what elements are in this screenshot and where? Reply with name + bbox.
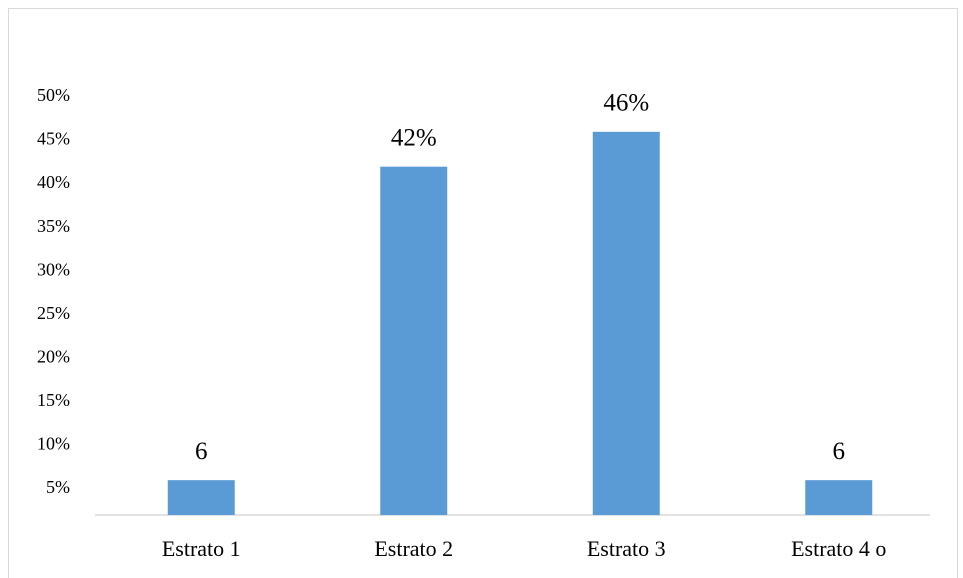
x-tick-label: Estrato 2 <box>374 536 453 561</box>
data-label: 6 <box>195 438 208 465</box>
y-tick-label: 45% <box>37 129 70 149</box>
y-tick-label: 30% <box>37 259 70 279</box>
y-tick-label: 50% <box>37 85 70 105</box>
x-tick-label: Estrato 4 o <box>791 536 886 561</box>
bar <box>592 131 660 516</box>
y-tick-label: 10% <box>37 433 70 453</box>
y-tick-label: 35% <box>37 216 70 236</box>
y-tick-label: 40% <box>37 172 70 192</box>
bar <box>380 166 448 515</box>
bar <box>167 480 235 515</box>
data-label: 42% <box>391 124 437 151</box>
y-tick-label: 5% <box>46 477 70 497</box>
x-tick-label: Estrato 1 <box>162 536 241 561</box>
y-tick-label: 20% <box>37 346 70 366</box>
data-label: 6 <box>833 438 846 465</box>
bar <box>805 480 873 515</box>
x-tick-label: Estrato 3 <box>587 536 666 561</box>
y-tick-label: 25% <box>37 303 70 323</box>
y-tick-label: 15% <box>37 390 70 410</box>
data-label: 46% <box>603 90 649 117</box>
chart-border <box>8 8 958 578</box>
